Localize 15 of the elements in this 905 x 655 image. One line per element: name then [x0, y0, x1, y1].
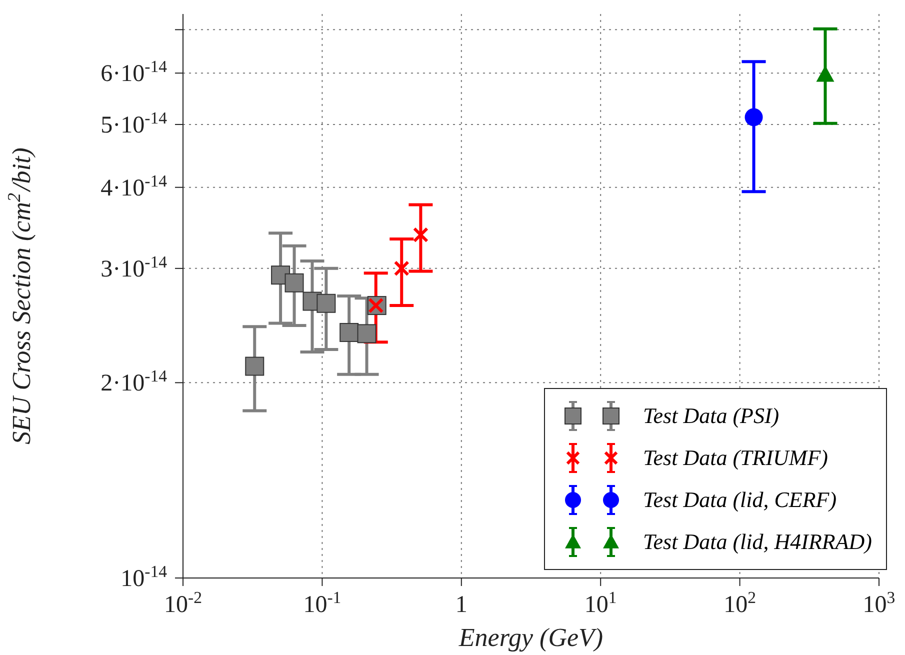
y-tick-label: 4·10$^{-14}$: [100, 170, 168, 202]
y-tick-label: 3·10$^{-14}$: [100, 252, 168, 282]
y-tick-label: 6·10$^{-14}$: [100, 56, 168, 88]
x-tick-label: 10$^{1}$: [584, 588, 617, 618]
x-tick-label: 1: [455, 592, 468, 618]
x-axis-title: Energy (GeV): [458, 623, 604, 652]
x-tick-label: 10$^{3}$: [862, 588, 896, 618]
legend-label: Test Data (TRIUMF): [643, 445, 828, 471]
x-tick-label: 10$^{2}$: [724, 588, 756, 618]
legend-label: Test Data (PSI): [643, 403, 780, 429]
x-tick-label: 10$^{-1}$: [303, 588, 342, 618]
legend-label: Test Data (lid, H4IRRAD): [643, 529, 872, 555]
y-tick-label: 5·10$^{-14}$: [100, 108, 168, 138]
y-tick-label: 2·10$^{-14}$: [100, 366, 168, 397]
legend-label: Test Data (lid, CERF): [643, 487, 837, 513]
